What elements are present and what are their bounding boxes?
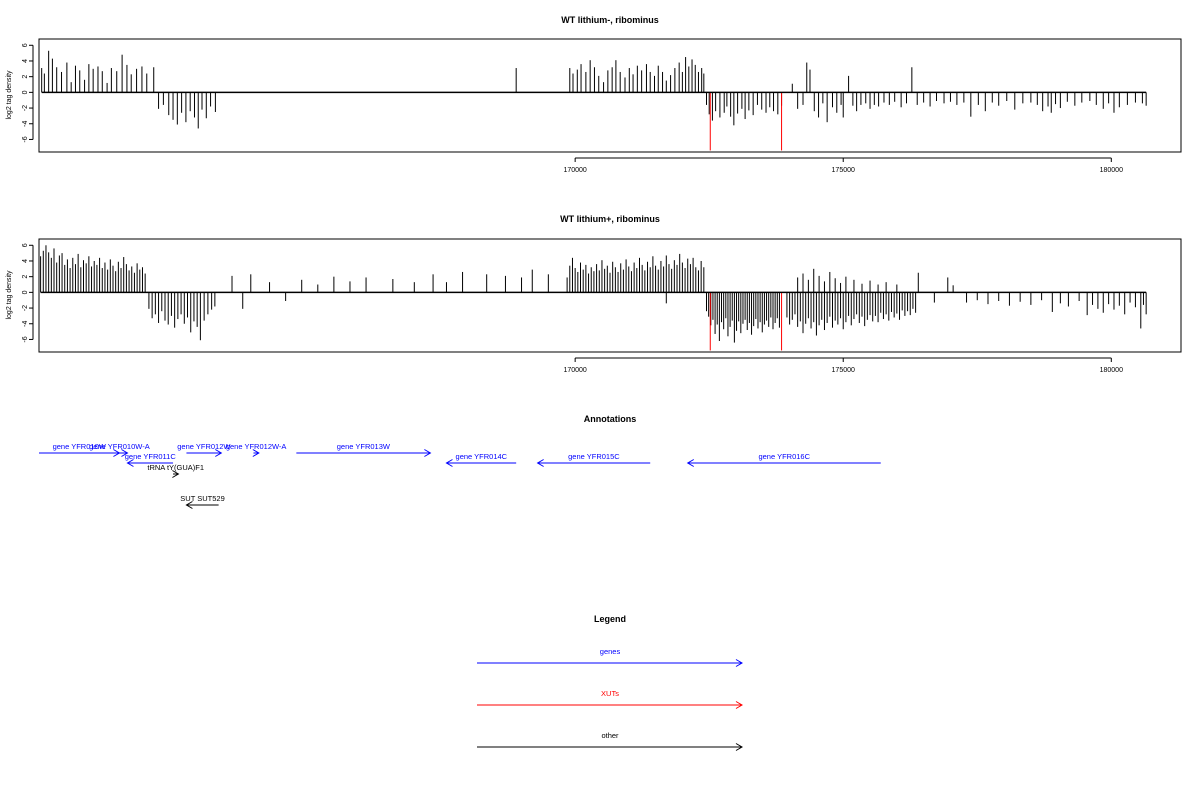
feature-label: gene YFR012W-A	[226, 442, 287, 451]
feature-label: gene YFR010W-A	[89, 442, 150, 451]
legend-title: Legend	[594, 614, 626, 624]
annotation-feature: gene YFR011C	[125, 452, 177, 467]
feature-label: SUT SUT529	[180, 494, 224, 503]
annotation-feature: gene YFR014C	[445, 452, 517, 467]
panel-2-x-axis: 170000 175000 180000	[563, 357, 1123, 374]
panel-2: WT lithium+, ribominus log2 tag density …	[6, 214, 1182, 374]
legend-panel: Legend genes XUTs other	[477, 614, 743, 751]
feature-label: gene YFR012W	[177, 442, 231, 451]
panel-1-y-axis: -6 -4 -2 0 2 4 6	[22, 43, 34, 143]
y-tick-label: 2	[22, 275, 29, 279]
legend-arrowhead	[735, 659, 743, 667]
annotation-feature: SUT SUT529	[180, 494, 225, 509]
feature-arrowhead	[172, 470, 180, 478]
feature-label: gene YFR015C	[568, 452, 620, 461]
panel-2-frame	[38, 238, 1182, 353]
feature-arrowhead	[536, 459, 544, 467]
legend-entry: genes	[477, 647, 743, 667]
feature-arrowhead	[252, 449, 260, 457]
y-tick-label: -2	[22, 105, 29, 111]
panel-2-title: WT lithium+, ribominus	[560, 214, 660, 224]
feature-label: gene YFR014C	[456, 452, 508, 461]
x-tick-label: 180000	[1100, 167, 1123, 174]
feature-label: gene YFR013W	[337, 442, 391, 451]
panel-1-title: WT lithium-, ribominus	[561, 15, 659, 25]
legend-entry: other	[477, 731, 743, 751]
annotations-title: Annotations	[584, 414, 637, 424]
y-tick-label: 4	[22, 59, 29, 63]
legend-arrowhead	[735, 701, 743, 709]
y-tick-label: 0	[22, 90, 29, 94]
annotation-feature: gene YFR012W	[177, 442, 231, 457]
panel-1-frame	[38, 38, 1182, 153]
y-tick-label: 2	[22, 75, 29, 79]
feature-label: gene YFR010W	[53, 442, 107, 451]
x-tick-label: 180000	[1100, 367, 1123, 374]
annotation-feature: gene YFR012W-A	[226, 442, 287, 457]
feature-arrowhead	[126, 459, 134, 467]
panel-2-bars	[40, 245, 1147, 351]
x-tick-label: 170000	[563, 367, 586, 374]
feature-arrowhead	[686, 459, 694, 467]
annotation-feature: gene YFR015C	[536, 452, 651, 467]
panel-1-ylabel: log2 tag density	[6, 70, 13, 120]
panel-2-y-axis: -6 -4 -2 0 2 4 6	[22, 243, 34, 343]
y-tick-label: 6	[22, 43, 29, 47]
x-tick-label: 175000	[832, 167, 855, 174]
feature-arrowhead	[215, 449, 223, 457]
annotation-feature: gene YFR016C	[686, 452, 881, 467]
feature-arrowhead	[185, 501, 193, 509]
panel-1-bars	[41, 50, 1147, 151]
y-tick-label: -6	[22, 336, 29, 342]
y-tick-label: -6	[22, 136, 29, 142]
y-tick-label: 4	[22, 259, 29, 263]
y-tick-label: 6	[22, 243, 29, 247]
legend-items: genes XUTs other	[477, 647, 743, 751]
panel-1: WT lithium-, ribominus log2 tag density …	[6, 15, 1182, 174]
annotation-feature: gene YFR010W-A	[89, 442, 150, 457]
y-tick-label: -4	[22, 321, 29, 327]
feature-label: gene YFR016C	[758, 452, 810, 461]
feature-label: tRNA tY(GUA)F1	[147, 463, 204, 472]
legend-label: genes	[600, 647, 621, 656]
x-tick-label: 175000	[832, 367, 855, 374]
panel-1-x-axis: 170000 175000 180000	[563, 157, 1123, 174]
legend-arrowhead	[735, 743, 743, 751]
annotation-feature: gene YFR013W	[296, 442, 432, 457]
feature-arrowhead	[424, 449, 432, 457]
feature-arrowhead	[445, 459, 453, 467]
legend-entry: XUTs	[477, 689, 743, 709]
legend-label: other	[601, 731, 619, 740]
panel-2-ylabel: log2 tag density	[6, 270, 13, 320]
legend-label: XUTs	[601, 689, 619, 698]
y-tick-label: -2	[22, 305, 29, 311]
y-tick-label: -4	[22, 121, 29, 127]
feature-label: gene YFR011C	[125, 452, 177, 461]
annotation-feature: tRNA tY(GUA)F1	[147, 463, 204, 478]
y-tick-label: 0	[22, 290, 29, 294]
x-tick-label: 170000	[563, 167, 586, 174]
feature-arrowhead	[121, 449, 129, 457]
